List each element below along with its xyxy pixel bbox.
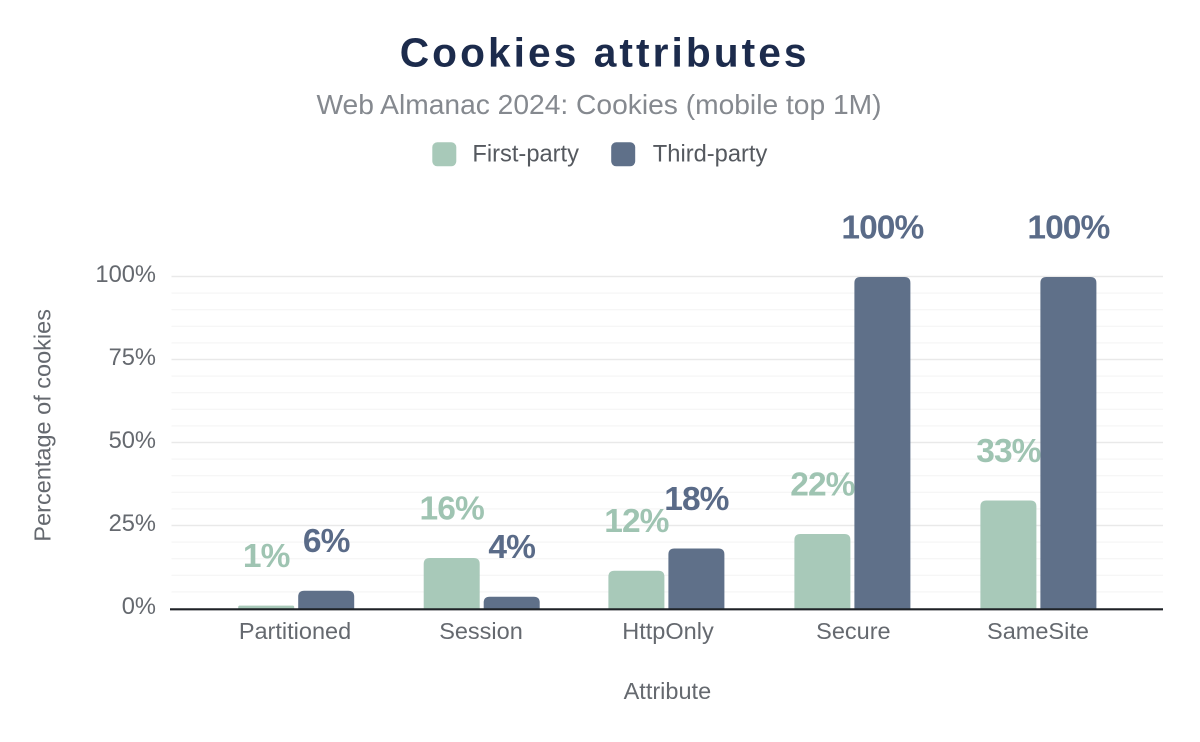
svg-text:4%: 4% [488, 529, 535, 566]
svg-text:1%: 1% [243, 538, 290, 575]
svg-text:12%: 12% [604, 503, 668, 540]
svg-text:SameSite: SameSite [987, 618, 1089, 644]
svg-text:25%: 25% [109, 511, 156, 537]
svg-text:Partitioned: Partitioned [239, 618, 351, 644]
svg-text:Third-party: Third-party [653, 141, 768, 167]
svg-text:50%: 50% [109, 428, 156, 454]
svg-text:Session: Session [439, 618, 523, 644]
svg-text:First-party: First-party [472, 141, 579, 167]
svg-text:75%: 75% [109, 345, 156, 371]
svg-text:Web Almanac 2024: Cookies (mob: Web Almanac 2024: Cookies (mobile top 1M… [316, 88, 881, 120]
svg-text:HttpOnly: HttpOnly [622, 618, 714, 644]
svg-text:100%: 100% [1027, 210, 1109, 247]
svg-text:22%: 22% [790, 467, 854, 504]
svg-text:100%: 100% [841, 210, 923, 247]
svg-text:18%: 18% [664, 481, 728, 518]
svg-text:Secure: Secure [816, 618, 890, 644]
svg-text:33%: 33% [976, 433, 1040, 470]
svg-text:0%: 0% [122, 594, 156, 620]
svg-text:Attribute: Attribute [624, 678, 712, 704]
svg-text:100%: 100% [95, 262, 156, 288]
svg-text:16%: 16% [420, 491, 484, 528]
svg-text:6%: 6% [303, 523, 350, 560]
svg-text:Cookies attributes: Cookies attributes [400, 30, 810, 76]
svg-text:Percentage of cookies: Percentage of cookies [30, 309, 56, 542]
